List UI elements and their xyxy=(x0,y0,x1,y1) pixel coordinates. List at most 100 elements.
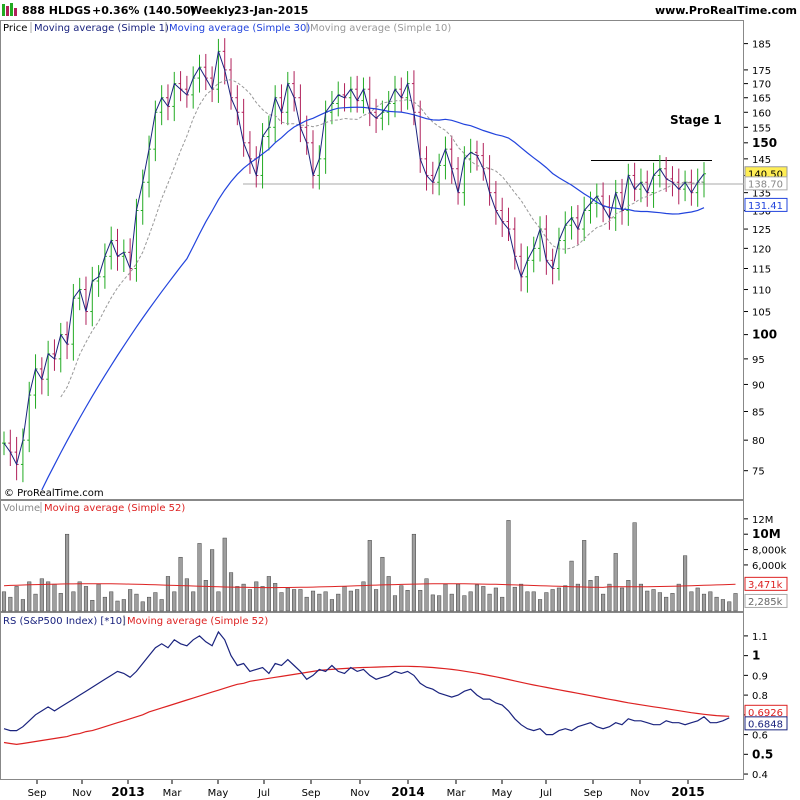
volume-bar xyxy=(607,583,612,612)
x-tick-label: Sep xyxy=(584,788,603,799)
header-date: 23-Jan-2015 xyxy=(234,4,308,17)
volume-bar xyxy=(203,580,208,612)
header-bar xyxy=(0,0,800,20)
legend-ma1: Moving average (Simple 1) xyxy=(34,23,169,34)
volume-bar xyxy=(651,589,656,612)
volume-bar xyxy=(260,586,265,612)
svg-text:3,471k: 3,471k xyxy=(748,580,783,591)
price-tick-label: 130 xyxy=(752,207,771,218)
svg-text:140.50: 140.50 xyxy=(748,169,783,180)
volume-bar xyxy=(348,590,353,612)
volume-bar xyxy=(525,591,530,612)
volume-bar xyxy=(159,599,164,612)
rs-line xyxy=(3,630,730,736)
header-site: www.ProRealTime.com xyxy=(655,4,797,17)
volume-bar xyxy=(664,596,669,612)
stage-annotation: Stage 1 xyxy=(670,113,722,127)
volume-bar xyxy=(329,599,334,612)
volume-bar xyxy=(462,595,467,612)
volume-bar xyxy=(619,587,625,612)
volume-bar xyxy=(374,589,379,612)
volume-bar xyxy=(279,592,284,612)
header-period: Weekly xyxy=(190,4,235,17)
volume-bar xyxy=(1,591,7,612)
volume-bar xyxy=(165,576,171,612)
svg-text:138.70: 138.70 xyxy=(748,179,783,190)
svg-text:0.6848: 0.6848 xyxy=(748,719,783,730)
volume-bar xyxy=(102,596,107,612)
price-tick-label: 90 xyxy=(752,380,765,391)
volume-tick-label: 10M xyxy=(752,527,781,541)
volume-bar xyxy=(184,578,189,612)
price-tick-label: 75 xyxy=(752,467,765,478)
volume-bar xyxy=(285,587,290,612)
volume-bar xyxy=(241,583,246,612)
volume-bar xyxy=(27,581,32,612)
price-tick-label: 80 xyxy=(752,436,765,447)
volume-bar xyxy=(556,587,562,612)
header-symbol: 888 HLDGS xyxy=(22,4,91,17)
volume-tick-label: 8,000k xyxy=(752,546,787,557)
volume-bar xyxy=(58,593,63,612)
volume-bar xyxy=(695,587,700,612)
price-tick-label: 100 xyxy=(752,328,777,342)
volume-bar xyxy=(493,587,498,612)
volume-ma52-line xyxy=(3,583,736,589)
x-tick-label: Mar xyxy=(163,788,183,799)
volume-bar xyxy=(443,583,448,612)
x-tick-label: 2013 xyxy=(111,785,144,799)
volume-bar xyxy=(424,578,429,612)
volume-bar xyxy=(720,599,725,612)
x-tick-label: 2014 xyxy=(391,785,424,799)
volume-bar xyxy=(519,583,524,612)
rs-tick-label: 0.9 xyxy=(752,671,768,682)
rs-ma52-line xyxy=(3,665,730,746)
price-plot xyxy=(2,38,744,491)
volume-bar xyxy=(317,593,322,612)
volume-bar xyxy=(197,543,202,612)
volume-bar xyxy=(361,581,366,612)
price-tick-label: 165 xyxy=(752,94,771,105)
price-tick-label: 125 xyxy=(752,225,771,236)
volume-bar xyxy=(676,583,681,612)
volume-bar xyxy=(708,591,713,612)
volume-bar xyxy=(235,586,240,612)
x-tick-label: May xyxy=(208,788,229,799)
volume-bar xyxy=(20,599,25,612)
axes: 1851751701651601551501451401351301251201… xyxy=(28,40,788,799)
volume-bar xyxy=(733,593,738,612)
volume-bar xyxy=(46,581,51,612)
volume-bar xyxy=(222,537,227,612)
volume-bar xyxy=(399,585,404,612)
rs-tick-label: 1.1 xyxy=(752,632,768,643)
stock-icon xyxy=(2,3,17,16)
volume-bar xyxy=(449,593,454,612)
volume-bar xyxy=(90,599,95,612)
ma30-badge: 131.41 xyxy=(744,197,788,212)
rs-badge: 0.6848 xyxy=(744,716,788,731)
volume-bar xyxy=(531,591,536,612)
volume-bar xyxy=(430,594,435,612)
volume-bar xyxy=(310,590,316,612)
volume-tick-label: 6,000k xyxy=(752,561,787,572)
volume-bar xyxy=(626,580,631,612)
volume-bar xyxy=(544,592,549,612)
volume-bar xyxy=(304,596,309,612)
volume-bar xyxy=(14,586,19,612)
volume-bar xyxy=(380,556,385,612)
volume-panel xyxy=(0,500,744,612)
volume-bar xyxy=(146,596,152,612)
volume-bar xyxy=(323,591,328,612)
price-legend: Price Moving average (Simple 1) Moving a… xyxy=(1,21,461,34)
volume-bar xyxy=(247,589,252,612)
volume-bar xyxy=(342,586,347,612)
price-tick-label: 145 xyxy=(752,155,771,166)
volume-bar xyxy=(701,593,707,612)
volume-bar xyxy=(134,593,139,612)
legend-volume: Volume xyxy=(3,503,40,514)
volume-bar xyxy=(456,583,461,612)
volume-bar xyxy=(657,592,662,612)
volume-bar xyxy=(210,549,215,612)
volume-bar xyxy=(582,540,587,612)
